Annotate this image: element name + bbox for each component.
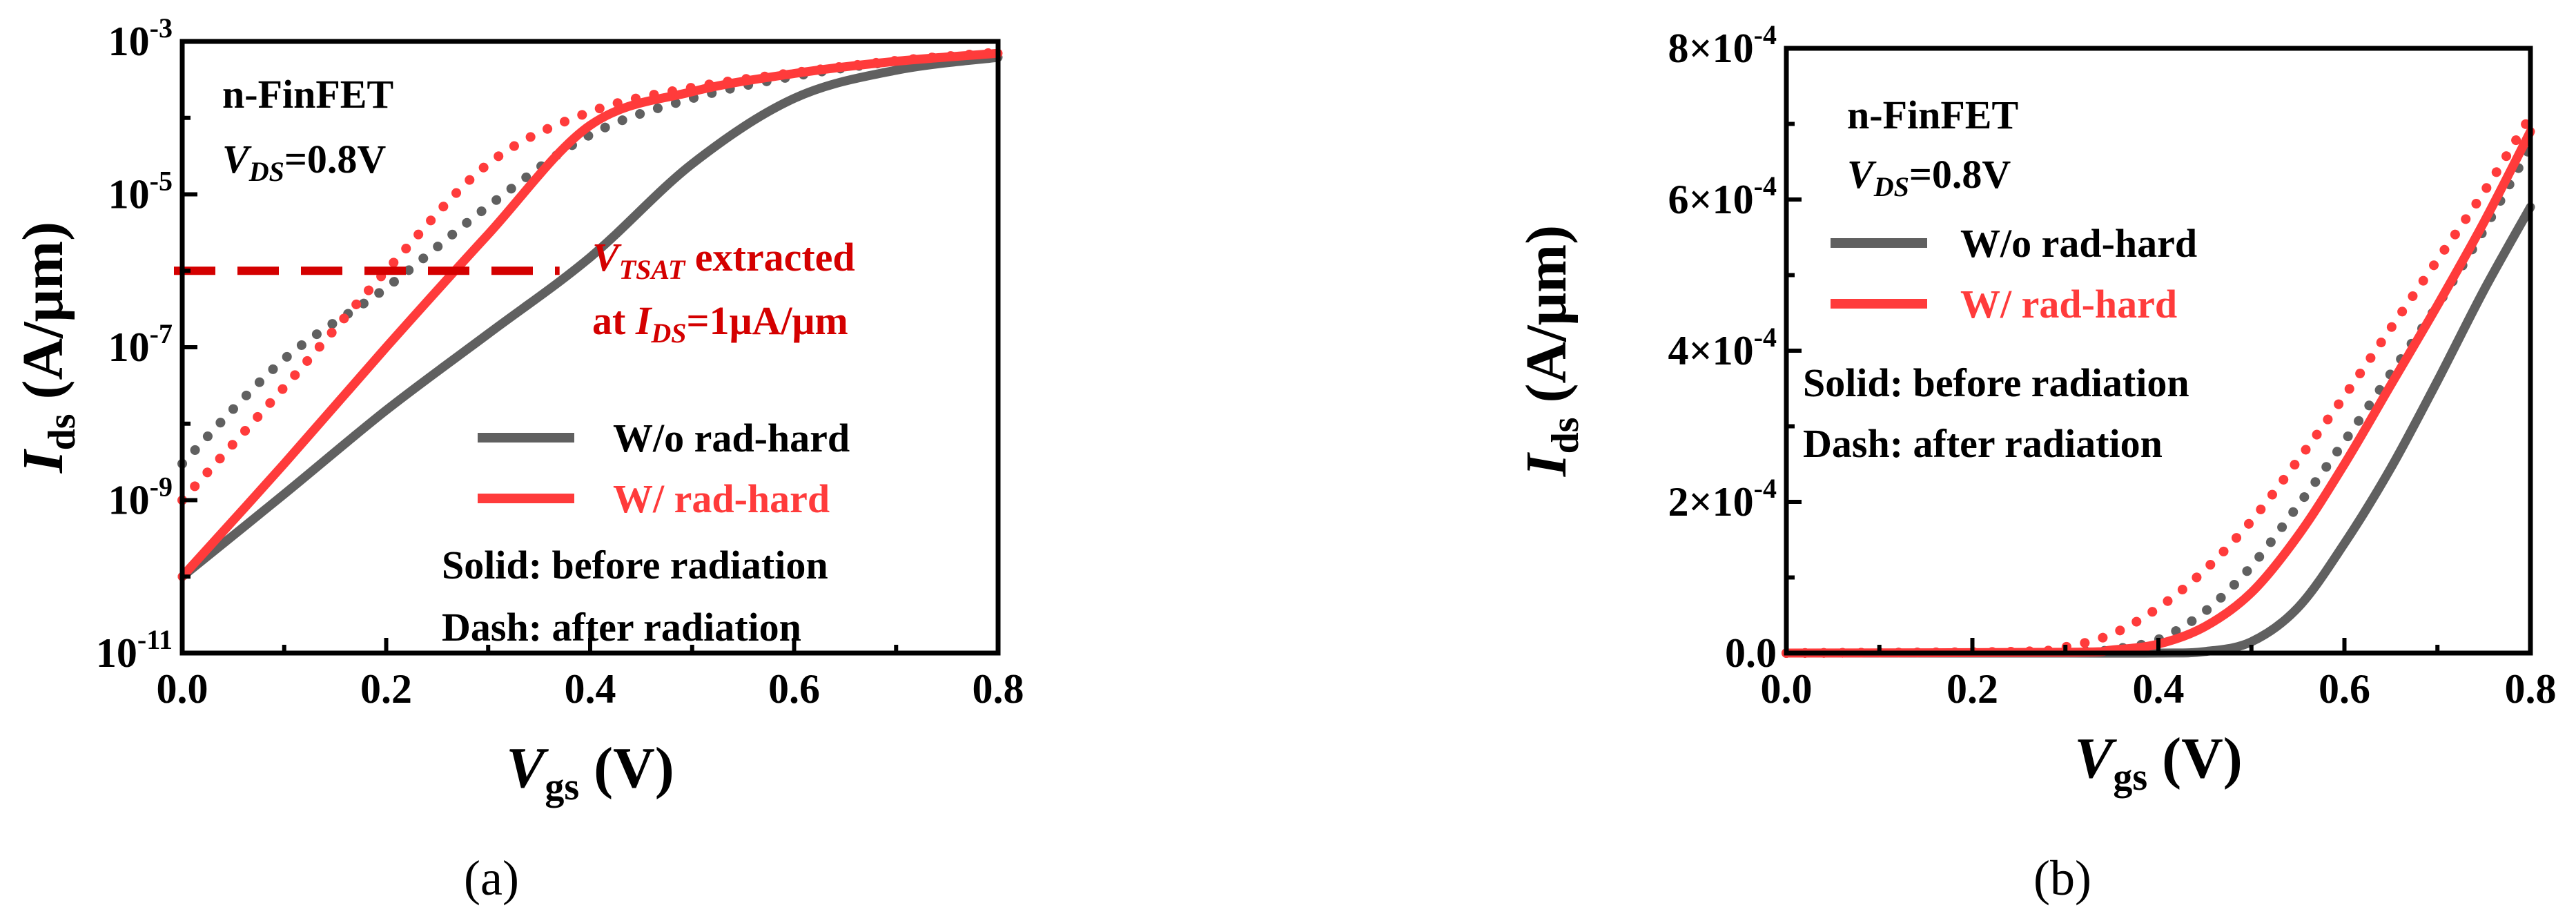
panel-b-chart: 0.0 0.2 0.4 0.6 0.8 0.0 2×10-4 4×10-4 6×10-4 8×1… <box>1514 19 2557 906</box>
panel-a-y-tick-label: 10-9 <box>108 471 173 523</box>
panel-b-legend-wo: W/o rad-hard <box>1960 221 2197 266</box>
panel-a-y-tick-label: 10-3 <box>108 12 173 64</box>
panel-a-y-tick-label: 10-7 <box>108 318 173 370</box>
panel-a-dash-note: Dash: after radiation <box>442 605 801 650</box>
panel-b-y-tick-label: 8×10-4 <box>1668 19 1777 71</box>
panel-b-x-tick-label: 0.8 <box>2505 666 2557 712</box>
panel-b-y-tick-label: 2×10-4 <box>1668 473 1777 525</box>
panel-a-x-ticks: 0.0 0.2 0.4 0.6 0.8 <box>157 638 1024 712</box>
panel-b-y-ticks: 0.0 2×10-4 4×10-4 6×10-4 8×10-4 <box>1668 19 1802 676</box>
panel-b-vds-label: VDS=0.8V <box>1847 152 2011 202</box>
panel-b-y-tick-label: 0.0 <box>1725 630 1777 676</box>
panel-a-series-3-after-radiation <box>177 47 1003 505</box>
panel-a-vds-label: VDS=0.8V <box>222 137 386 187</box>
vtsat-label-value: =1μA/μm <box>687 298 848 343</box>
panel-a-y-axis-label: Ids (A/μm) <box>11 222 84 474</box>
panel-b-device-label: n-FinFET <box>1847 93 2018 137</box>
panel-b-frame <box>1784 46 2533 656</box>
panel-a-caption: (a) <box>464 850 519 906</box>
panel-a-x-tick-label: 0.8 <box>973 666 1024 712</box>
panel-a-y-tick-label: 10-5 <box>108 166 173 217</box>
panel-a-device-label: n-FinFET <box>222 72 393 117</box>
panel-a-x-axis-label: Vgs (V) <box>506 736 674 808</box>
vtsat-label-prefix: at <box>592 298 636 343</box>
panel-b-x-tick-label: 0.2 <box>1946 666 1998 712</box>
panel-b-vds-value: =0.8V <box>1909 152 2011 197</box>
panel-a-x-tick-label: 0.4 <box>565 666 616 712</box>
panel-a-legend-w: W/ rad-hard <box>613 476 830 521</box>
panel-b-caption: (b) <box>2033 850 2091 906</box>
panel-a-x-tick-label: 0.2 <box>360 666 412 712</box>
panel-a-x-tick-label: 0.0 <box>157 666 208 712</box>
panel-a-y-ticks: 10-11 10-9 10-7 10-5 10-3 <box>96 12 197 676</box>
panel-b-x-ticks: 0.0 0.2 0.4 0.6 0.8 <box>1761 638 2557 712</box>
panel-b-x-tick-label: 0.4 <box>2133 666 2185 712</box>
panel-a-vds-value: =0.8V <box>284 137 387 182</box>
panel-b-solid-note: Solid: before radiation <box>1803 360 2189 405</box>
panel-b-series-3-after-radiation <box>1782 111 2535 658</box>
panel-b-legend-w: W/ rad-hard <box>1960 282 2177 327</box>
panel-b-y-tick-label: 4×10-4 <box>1668 322 1777 373</box>
panel-a-x-tick-label: 0.6 <box>768 666 820 712</box>
vtsat-label-line1: VTSAT extracted <box>592 235 855 285</box>
panel-b-y-tick-label: 6×10-4 <box>1668 171 1777 222</box>
panel-b-x-tick-label: 0.6 <box>2319 666 2370 712</box>
panel-b-x-axis-label: Vgs (V) <box>2074 726 2242 799</box>
panel-b-x-tick-label: 0.0 <box>1761 666 1813 712</box>
panel-a-legend-wo: W/o rad-hard <box>613 416 850 460</box>
panel-a-curves <box>177 47 1003 581</box>
panel-a-series-0-before-radiation <box>177 52 1003 581</box>
panel-a-chart: 0.0 0.2 0.4 0.6 0.8 10-11 10-9 10-7 10-5 10-3 Id… <box>11 12 1024 906</box>
panel-a-y-tick-label: 10-11 <box>96 624 173 676</box>
panel-b-y-axis-label: Ids (A/μm) <box>1514 225 1587 477</box>
vtsat-label-suffix: extracted <box>685 235 855 280</box>
panel-b-dash-note: Dash: after radiation <box>1803 421 2163 466</box>
panel-a-solid-note: Solid: before radiation <box>442 543 828 587</box>
vtsat-label-line2: at IDS=1μA/μm <box>592 298 848 349</box>
